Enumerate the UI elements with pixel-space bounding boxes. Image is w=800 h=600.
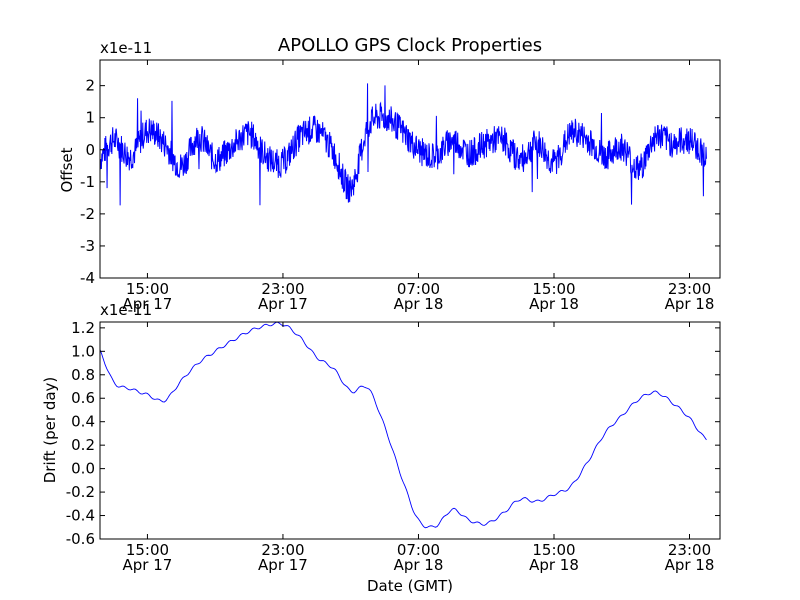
offset-x-tick-time: 15:00 — [126, 280, 169, 298]
drift-y-tick-label: -0.2 — [66, 483, 95, 501]
drift-y-axis-label: Drift (per day) — [41, 377, 59, 484]
drift-y-tick-label: 0.2 — [71, 436, 95, 454]
offset-x-tick-time: 23:00 — [261, 280, 304, 298]
drift-y-tick-label: 1.2 — [71, 319, 95, 337]
offset-y-tick-label: -4 — [80, 269, 95, 287]
drift-x-tick-date: Apr 17 — [123, 556, 173, 574]
offset-x-tick-time: 07:00 — [397, 280, 440, 298]
offset-y-axis-label: Offset — [58, 147, 76, 192]
drift-y-tick-label: 0.4 — [71, 413, 95, 431]
drift-series-line — [99, 321, 707, 529]
offset-series-line — [99, 83, 707, 206]
drift-y-tick-label: 0.8 — [71, 366, 95, 384]
drift-y-tick-label: -0.4 — [66, 507, 95, 525]
chart-title: APOLLO GPS Clock Properties — [278, 35, 542, 56]
drift-plot-area: 1.21.00.80.60.40.20.0-0.2-0.4-0.615:00Ap… — [66, 319, 721, 574]
offset-x-tick-date: Apr 18 — [529, 295, 579, 313]
drift-y-tick-label: 0.6 — [71, 389, 95, 407]
drift-x-axis-label: Date (GMT) — [367, 577, 453, 595]
drift-x-tick-time: 07:00 — [397, 541, 440, 559]
drift-axes-frame — [99, 321, 721, 540]
offset-y-tick-label: 0 — [85, 141, 95, 159]
drift-y-tick-label: 1.0 — [71, 342, 95, 360]
drift-x-tick-time: 23:00 — [261, 541, 304, 559]
offset-x-tick-date: Apr 18 — [394, 295, 444, 313]
drift-panel: x1e-11 Drift (per day) Date (GMT) 1.2 1.0… — [41, 301, 721, 595]
offset-y-tick-label: -2 — [80, 205, 95, 223]
offset-axes-frame — [99, 59, 721, 279]
drift-x-tick-time: 23:00 — [668, 541, 711, 559]
offset-x-tick-date: Apr 18 — [665, 295, 715, 313]
drift-x-tick-time: 15:00 — [126, 541, 169, 559]
offset-x-tick-date: Apr 17 — [123, 295, 173, 313]
drift-x-tick-date: Apr 17 — [258, 556, 308, 574]
offset-y-scale-label: x1e-11 — [100, 39, 152, 57]
offset-y-tick-label: -1 — [80, 173, 95, 191]
drift-y-tick-label: -0.6 — [66, 530, 95, 548]
offset-y-tick-label: -3 — [80, 237, 95, 255]
offset-y-tick-label: 2 — [85, 77, 95, 95]
offset-x-tick-date: Apr 17 — [258, 295, 308, 313]
offset-x-tick-time: 23:00 — [668, 280, 711, 298]
drift-x-tick-date: Apr 18 — [394, 556, 444, 574]
offset-x-tick-time: 15:00 — [532, 280, 575, 298]
drift-x-tick-time: 15:00 — [532, 541, 575, 559]
drift-x-tick-date: Apr 18 — [665, 556, 715, 574]
drift-y-tick-label: 0.0 — [71, 460, 95, 478]
drift-x-tick-date: Apr 18 — [529, 556, 579, 574]
offset-y-tick-label: 1 — [85, 109, 95, 127]
drift-y-scale-label: x1e-11 — [100, 301, 152, 319]
